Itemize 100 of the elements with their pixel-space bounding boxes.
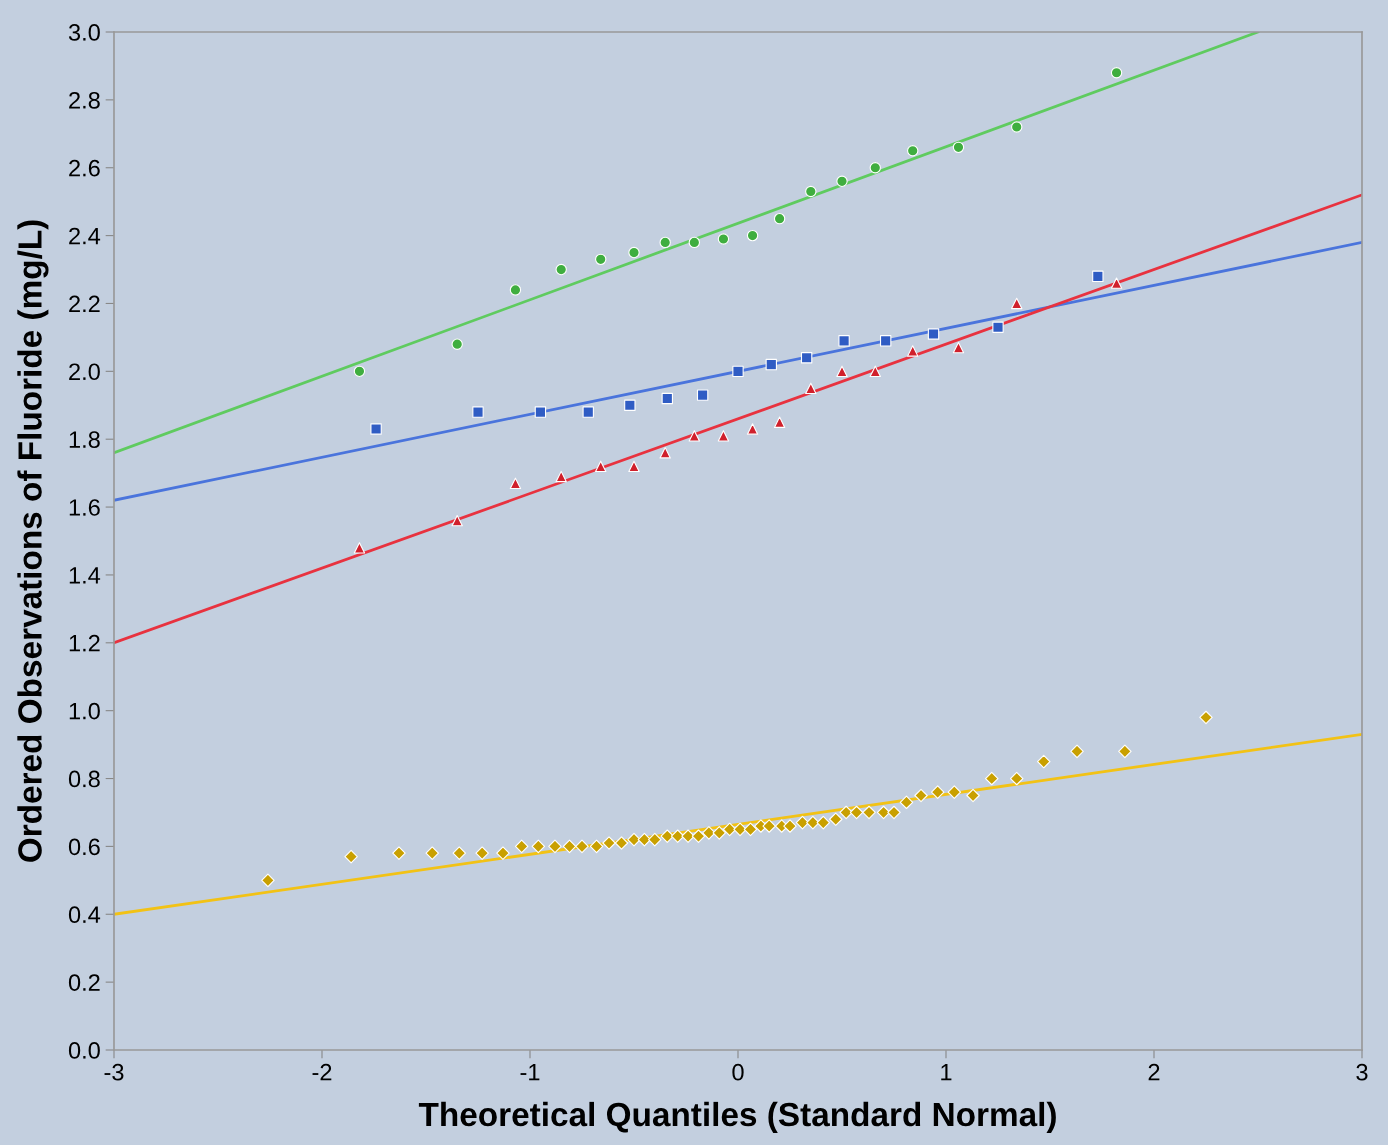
point <box>562 839 577 854</box>
point <box>670 829 685 843</box>
point <box>876 805 891 820</box>
point <box>947 785 962 799</box>
point <box>1009 771 1024 786</box>
point <box>681 829 695 843</box>
point <box>849 805 864 820</box>
point <box>717 233 730 245</box>
point <box>966 788 980 803</box>
point <box>514 839 529 854</box>
point <box>392 846 406 860</box>
point <box>496 846 510 860</box>
x-tick-label: 0 <box>732 1063 744 1081</box>
point <box>869 162 881 174</box>
point <box>1199 710 1213 725</box>
x-tick-label: -2 <box>312 1063 332 1081</box>
point <box>927 328 940 340</box>
point <box>353 365 366 378</box>
point <box>746 423 759 435</box>
point <box>1011 121 1023 133</box>
point <box>452 846 467 860</box>
point <box>722 822 737 837</box>
point <box>762 819 776 833</box>
point <box>733 822 747 837</box>
y-tick-label: 1.4 <box>69 567 101 584</box>
point <box>509 477 522 490</box>
point <box>688 236 701 249</box>
x-tick-label: -3 <box>104 1063 124 1081</box>
point <box>992 321 1004 333</box>
point <box>575 839 589 854</box>
point <box>907 145 919 157</box>
y-tick-label: 2.0 <box>69 363 100 381</box>
point <box>773 212 786 225</box>
point <box>806 815 820 830</box>
x-tick-label: 1 <box>941 1064 952 1081</box>
point <box>887 805 901 820</box>
point <box>534 406 547 418</box>
point <box>743 822 758 837</box>
point <box>353 542 366 554</box>
point <box>531 839 546 854</box>
point <box>582 406 594 418</box>
y-tick-label: 0.4 <box>68 906 101 924</box>
point <box>862 805 876 820</box>
point <box>614 836 629 850</box>
point <box>1036 754 1051 769</box>
point <box>1092 270 1104 283</box>
point <box>555 470 567 483</box>
point <box>261 873 275 888</box>
point <box>773 416 786 428</box>
point <box>765 358 777 371</box>
x-tick-label: 3 <box>1356 1063 1368 1081</box>
point <box>595 253 607 266</box>
point <box>688 430 701 442</box>
point <box>1011 297 1023 310</box>
point <box>805 382 817 395</box>
point <box>702 826 716 840</box>
point <box>659 236 671 249</box>
y-tick-label: 2.6 <box>69 159 100 177</box>
x-axis-title: Theoretical Quantiles (Standard Normal) <box>418 1101 1056 1133</box>
point <box>828 812 843 827</box>
point <box>836 175 848 188</box>
point <box>984 771 999 786</box>
point <box>746 229 759 242</box>
point <box>879 335 892 347</box>
point <box>451 514 463 527</box>
point <box>839 805 853 820</box>
y-tick-label: 0.8 <box>68 770 100 788</box>
point <box>1110 277 1123 289</box>
point <box>899 795 914 810</box>
point <box>589 839 604 854</box>
point <box>1110 67 1123 79</box>
x-tick-label: 2 <box>1148 1063 1160 1081</box>
point <box>648 832 662 847</box>
y-tick-label: 1.6 <box>69 499 100 516</box>
point <box>907 345 919 357</box>
y-tick-label: 2.2 <box>69 295 100 313</box>
point <box>425 846 440 860</box>
point <box>914 788 928 803</box>
point <box>475 846 489 860</box>
point <box>800 352 813 364</box>
point <box>555 263 567 276</box>
point <box>548 839 562 854</box>
point <box>952 341 965 354</box>
point <box>930 785 945 799</box>
point <box>661 392 673 405</box>
y-axis-title: Ordered Observations of Fluoride (mg/L) <box>17 220 49 862</box>
point <box>795 815 810 830</box>
point <box>805 185 817 198</box>
point <box>717 430 730 442</box>
point <box>628 246 640 259</box>
point <box>627 832 641 847</box>
point <box>838 335 850 347</box>
point <box>451 338 463 350</box>
point <box>696 389 709 401</box>
point <box>732 365 744 378</box>
point <box>952 141 965 154</box>
point <box>783 819 797 833</box>
y-tick-label: 0.2 <box>68 974 100 991</box>
y-tick-label: 0.6 <box>68 838 100 856</box>
y-tick-label: 0.0 <box>68 1042 100 1059</box>
